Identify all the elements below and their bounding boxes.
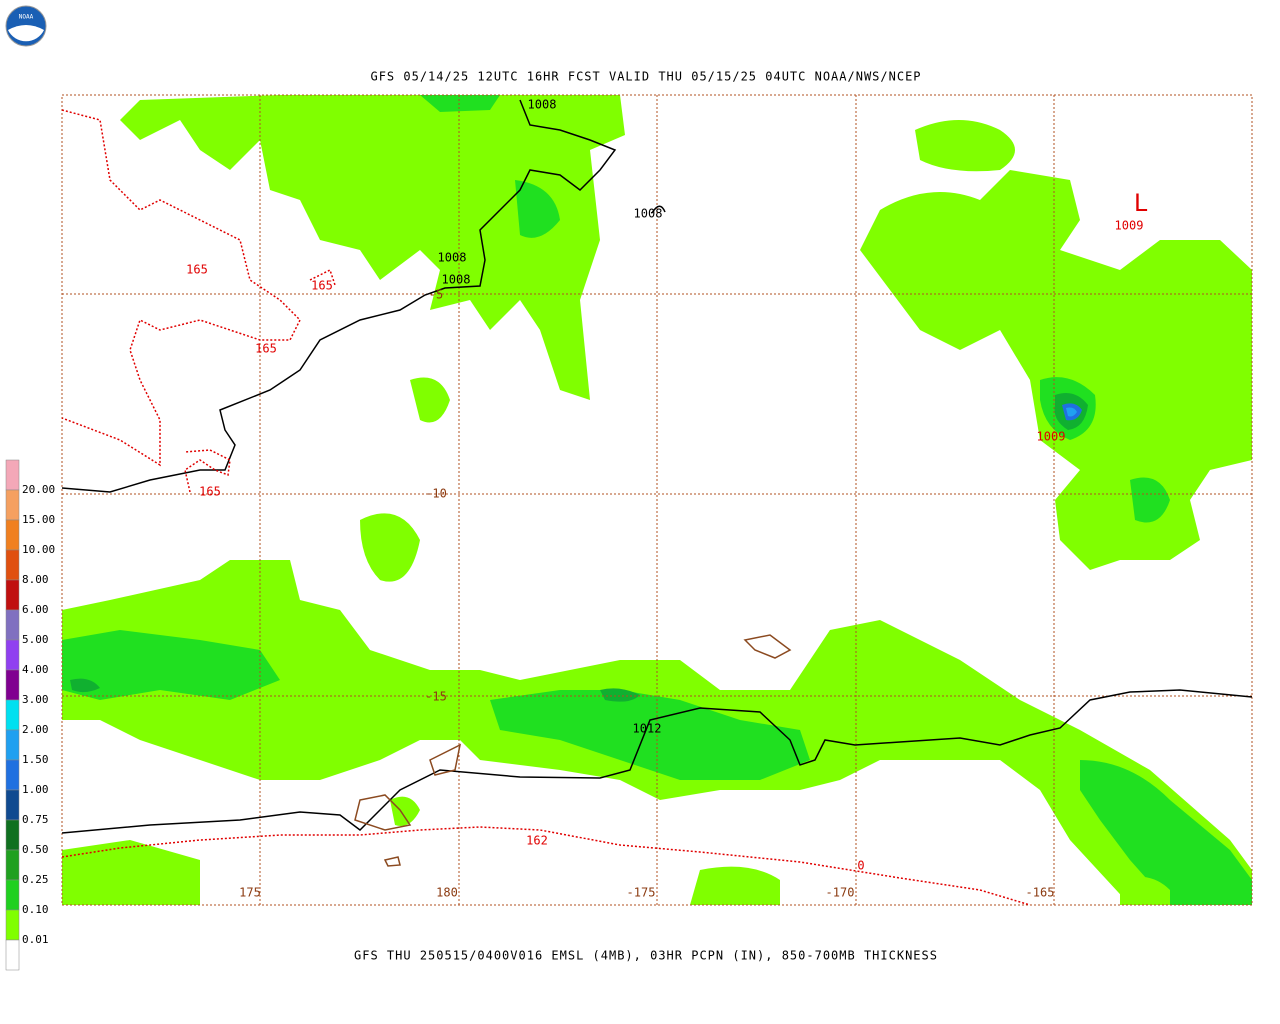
lon-label: -170 — [826, 886, 855, 900]
lat-lon-grid — [61, 94, 1253, 906]
lat-label: -10 — [425, 487, 447, 501]
pressure-label: 1008 — [442, 273, 471, 287]
legend-swatch — [5, 669, 20, 701]
noaa-logo: NOAA — [5, 5, 47, 47]
legend-swatch — [5, 819, 20, 851]
legend-swatch — [5, 459, 20, 491]
legend-label: 1.50 — [22, 753, 49, 766]
legend-swatch — [5, 939, 20, 971]
legend-label: 0.10 — [22, 903, 49, 916]
thickness-label: 165 — [255, 342, 277, 356]
lon-label: 180 — [436, 886, 458, 900]
legend-label: 0.50 — [22, 843, 49, 856]
pressure-label: 1008 — [634, 207, 663, 221]
legend-swatch — [5, 879, 20, 911]
legend-label: 0.01 — [22, 933, 49, 946]
lon-label: -175 — [627, 886, 656, 900]
legend: 20.00 15.00 10.00 8.00 6.00 5.00 4.00 3.00 2.00 1… — [5, 459, 55, 971]
lon-label: 175 — [239, 886, 261, 900]
thickness-label: 165 — [186, 263, 208, 277]
map-area: 175 180 -175 -170 -165 -5 -10 -15 1008 1008 1008 10… — [61, 94, 1253, 906]
legend-swatch — [5, 489, 20, 521]
legend-label: 15.00 — [22, 513, 55, 526]
map-caption: GFS THU 250515/0400V016 EMSL (4MB), 03HR… — [354, 949, 938, 963]
legend-swatch — [5, 849, 20, 881]
legend-swatch — [5, 909, 20, 941]
thickness-label: 165 — [311, 279, 333, 293]
legend-label: 6.00 — [22, 603, 49, 616]
legend-label: 0.75 — [22, 813, 49, 826]
pressure-label: 1009 — [1037, 430, 1066, 444]
legend-label: 3.00 — [22, 693, 49, 706]
thickness-label: 165 — [199, 485, 221, 499]
contours — [62, 99, 1252, 905]
pressure-label: 1008 — [438, 251, 467, 265]
legend-swatch — [5, 759, 20, 791]
legend-label: 20.00 — [22, 483, 55, 496]
map-labels: 175 180 -175 -170 -165 -5 -10 -15 1008 1008 1008 10… — [186, 98, 1148, 900]
legend-label: 0.25 — [22, 873, 49, 886]
thickness-label: 0 — [857, 859, 864, 873]
legend-label: 8.00 — [22, 573, 49, 586]
legend-label: 5.00 — [22, 633, 49, 646]
legend-swatch — [5, 789, 20, 821]
pressure-label: 1012 — [633, 722, 662, 736]
legend-label: 2.00 — [22, 723, 49, 736]
thickness-label: 162 — [526, 834, 548, 848]
legend-swatch — [5, 729, 20, 761]
lon-label: -165 — [1026, 886, 1055, 900]
logo-text: NOAA — [19, 14, 34, 21]
legend-swatch — [5, 609, 20, 641]
legend-swatch — [5, 639, 20, 671]
map-title: GFS 05/14/25 12UTC 16HR FCST VALID THU 0… — [370, 70, 921, 84]
legend-label: 1.00 — [22, 783, 49, 796]
legend-label: 4.00 — [22, 663, 49, 676]
legend-swatch — [5, 579, 20, 611]
legend-swatch — [5, 699, 20, 731]
legend-swatch — [5, 519, 20, 551]
legend-swatch — [5, 549, 20, 581]
legend-label: 10.00 — [22, 543, 55, 556]
lat-label: -5 — [429, 288, 443, 302]
pressure-label: 1009 — [1115, 219, 1144, 233]
lat-label: -15 — [425, 690, 447, 704]
pressure-label: 1008 — [528, 98, 557, 112]
low-marker: L — [1134, 189, 1148, 217]
